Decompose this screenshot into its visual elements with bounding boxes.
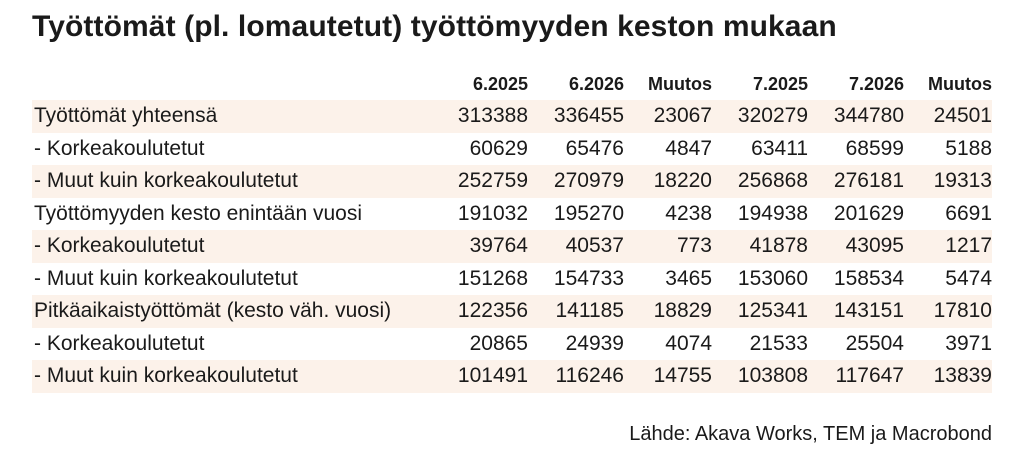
header-cell: Muutos <box>648 73 712 94</box>
table-cell: 158534 <box>833 266 904 290</box>
table-cell: 116246 <box>555 364 624 388</box>
table-row: - Muut kuin korkeakoulutetut 101491 116246… <box>32 360 992 393</box>
table-cell: 4847 <box>665 136 712 160</box>
header-cell: 7.2025 <box>752 73 808 94</box>
table-cell: 117647 <box>835 364 904 388</box>
table-cell: 320279 <box>737 104 808 128</box>
row-label: - Muut kuin korkeakoulutetut <box>34 169 298 193</box>
table-cell: 191032 <box>457 201 528 225</box>
table-cell: 14755 <box>653 364 712 388</box>
table-cell: 336455 <box>553 104 624 128</box>
table-cell: 773 <box>676 234 712 258</box>
header-cell: 7.2026 <box>848 73 904 94</box>
table-row: - Korkeakoulutetut 60629 65476 4847 63411 685… <box>32 133 992 166</box>
table-row: Työttömät yhteensä 313388 336455 23067 32027… <box>32 100 992 133</box>
table-row: - Korkeakoulutetut 20865 24939 4074 21533 255… <box>32 328 992 361</box>
table-body: Työttömät yhteensä 313388 336455 23067 32027… <box>32 100 992 393</box>
table-cell: 194938 <box>737 201 808 225</box>
table-row: - Muut kuin korkeakoulutetut 151268 154733… <box>32 263 992 296</box>
source-note: Lähde: Akava Works, TEM ja Macrobond <box>629 423 992 445</box>
table-cell: 6691 <box>945 201 992 225</box>
table-row: - Muut kuin korkeakoulutetut 252759 270979… <box>32 165 992 198</box>
table-cell: 19313 <box>933 169 992 193</box>
table-cell: 103808 <box>737 364 808 388</box>
table-cell: 151268 <box>457 266 528 290</box>
table-cell: 195270 <box>553 201 624 225</box>
table-cell: 4074 <box>665 331 712 355</box>
table-cell: 63411 <box>751 136 808 160</box>
table-cell: 21533 <box>749 331 808 355</box>
row-label: - Korkeakoulutetut <box>34 136 205 160</box>
table-cell: 5474 <box>945 266 992 290</box>
table-cell: 17810 <box>933 299 992 323</box>
table-cell: 1217 <box>945 234 992 258</box>
table-cell: 13839 <box>933 364 992 388</box>
table-cell: 43095 <box>845 234 904 258</box>
table-cell: 20865 <box>469 331 528 355</box>
table-cell: 344780 <box>833 104 904 128</box>
table-cell: 252759 <box>457 169 528 193</box>
header-cell: 6.2026 <box>568 73 624 94</box>
table-cell: 101491 <box>457 364 528 388</box>
table-cell: 5188 <box>945 136 992 160</box>
table-cell: 23067 <box>653 104 712 128</box>
table-cell: 122356 <box>457 299 528 323</box>
table-cell: 39764 <box>469 234 528 258</box>
table-cell: 313388 <box>457 104 528 128</box>
table-cell: 125341 <box>737 299 808 323</box>
header-cell: 6.2025 <box>472 73 528 94</box>
table-cell: 18829 <box>653 299 712 323</box>
table-header: 6.2025 6.2026 Muutos 7.2025 7.2026 Muuto… <box>32 68 992 100</box>
table-cell: 24939 <box>565 331 624 355</box>
table-cell: 3465 <box>665 266 712 290</box>
table-cell: 143151 <box>833 299 904 323</box>
table-cell: 24501 <box>933 104 992 128</box>
table-cell: 3971 <box>945 331 992 355</box>
table-cell: 18220 <box>653 169 712 193</box>
table-cell: 4238 <box>665 201 712 225</box>
table-cell: 141185 <box>555 299 624 323</box>
table-cell: 60629 <box>469 136 528 160</box>
row-label: - Muut kuin korkeakoulutetut <box>34 266 298 290</box>
table-cell: 25504 <box>845 331 904 355</box>
table-cell: 153060 <box>737 266 808 290</box>
table-cell: 40537 <box>565 234 624 258</box>
header-cell: Muutos <box>928 73 992 94</box>
row-label: Työttömät yhteensä <box>34 104 218 128</box>
row-label: - Korkeakoulutetut <box>34 331 205 355</box>
table-row: - Korkeakoulutetut 39764 40537 773 41878 4309… <box>32 230 992 263</box>
table-cell: 68599 <box>845 136 904 160</box>
table-cell: 65476 <box>565 136 624 160</box>
table-cell: 270979 <box>553 169 624 193</box>
table-cell: 201629 <box>833 201 904 225</box>
table-cell: 154733 <box>553 266 624 290</box>
page-title: Työttömät (pl. lomautetut) työttömyyden … <box>32 10 837 43</box>
row-label: - Muut kuin korkeakoulutetut <box>34 364 298 388</box>
table-row: Pitkäaikaistyöttömät (kesto väh. vuosi) 1… <box>32 295 992 328</box>
row-label: Pitkäaikaistyöttömät (kesto väh. vuosi) <box>34 299 392 323</box>
row-label: - Korkeakoulutetut <box>34 234 205 258</box>
table-cell: 256868 <box>737 169 808 193</box>
table-cell: 41878 <box>749 234 808 258</box>
table-row: Työttömyyden kesto enintään vuosi 191032 1… <box>32 198 992 231</box>
data-table: 6.2025 6.2026 Muutos 7.2025 7.2026 Muuto… <box>32 68 992 393</box>
row-label: Työttömyyden kesto enintään vuosi <box>34 201 363 225</box>
table-cell: 276181 <box>833 169 904 193</box>
